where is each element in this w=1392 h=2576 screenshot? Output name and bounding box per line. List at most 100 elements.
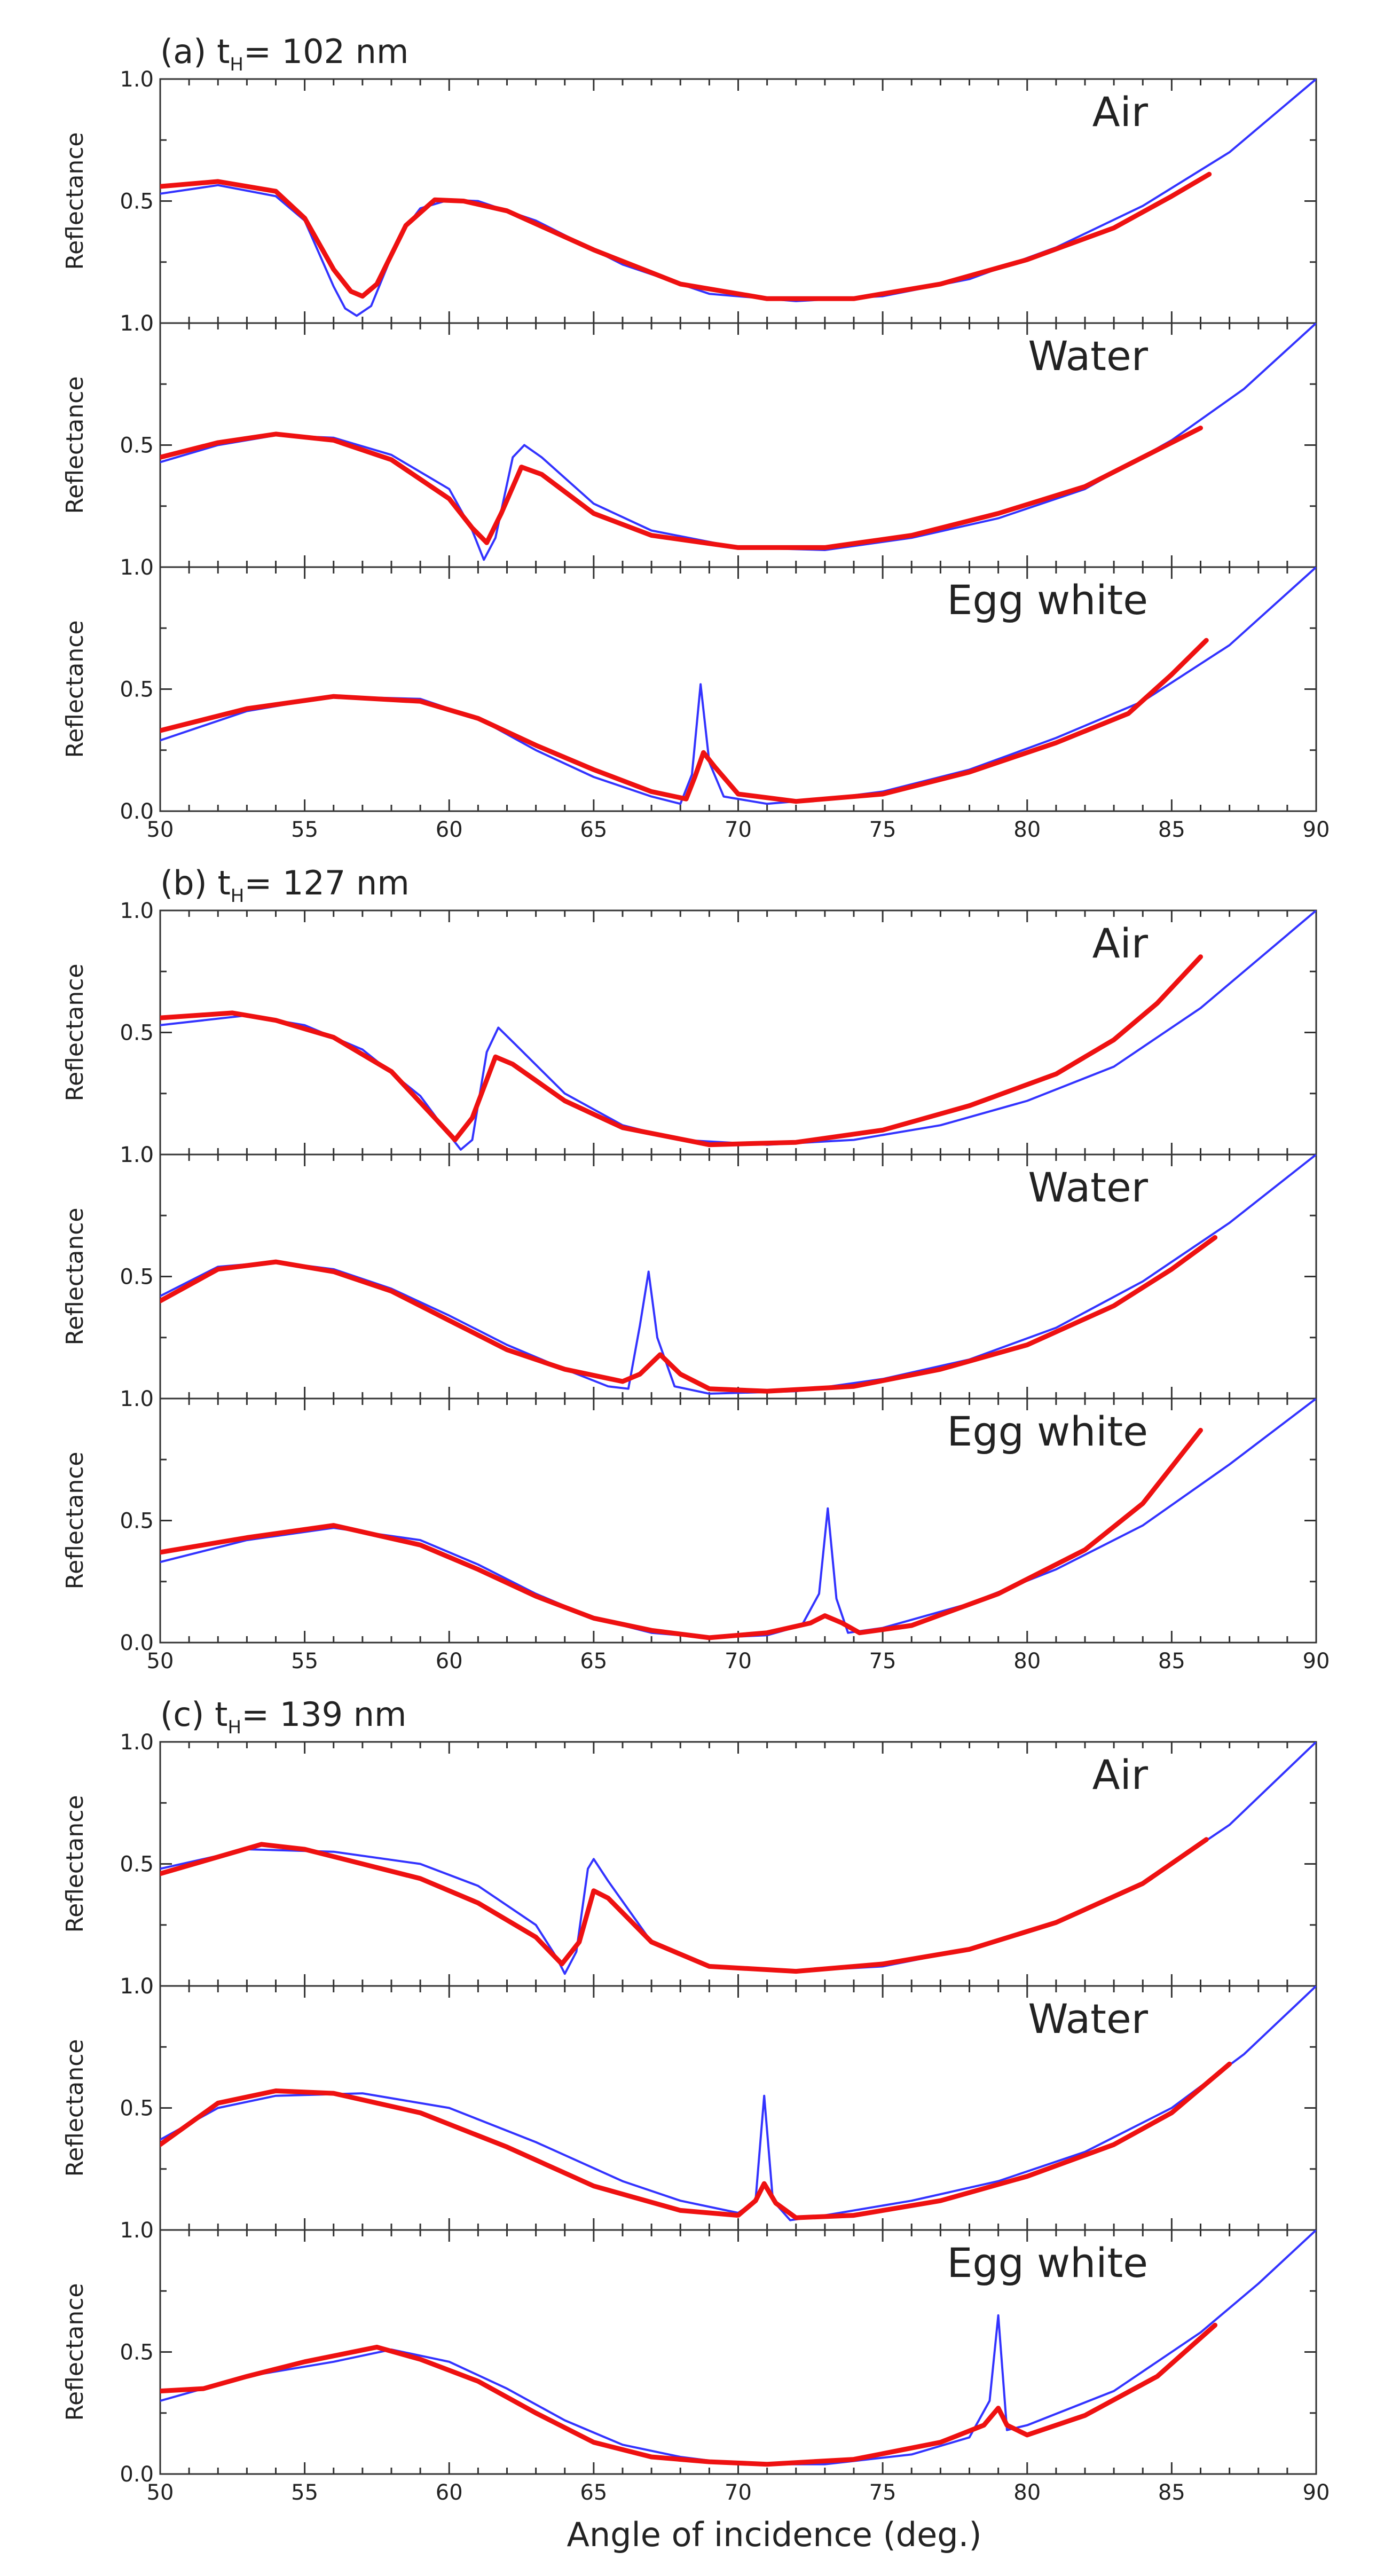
medium-label-egg-white: Egg white <box>947 1408 1148 1455</box>
panel-label: (c) tH= 139 nm <box>160 1695 406 1738</box>
x-axis-title: Angle of incidence (deg.) <box>567 2515 981 2554</box>
subplot-water: 1.0 0.5 Reflectance Water <box>61 1974 1317 2231</box>
x-tick-label: 55 <box>291 2480 318 2505</box>
series-group <box>160 567 1316 805</box>
x-tick-label: 65 <box>580 818 607 842</box>
medium-label-water: Water <box>1028 1995 1148 2043</box>
x-tick-label: 90 <box>1303 2480 1330 2505</box>
y-tick-label: 1.0 <box>120 2218 154 2243</box>
y-tick-label: 0.5 <box>120 434 154 458</box>
plot-area: (a) tH= 102 nm1.00.51.0ReflectanceAir1.0… <box>61 32 1330 2505</box>
y-tick-label: 1.0 <box>120 1387 154 1411</box>
x-tick-label: 85 <box>1158 1649 1185 1674</box>
subplot-water: 1.0 0.5 Reflectance Water <box>61 311 1317 568</box>
y-tick-label: 0.5 <box>120 2341 154 2365</box>
subplot-air: 1.0 0.5 1.0 Reflectance Air <box>61 899 1317 1167</box>
y-axis-title: Reflectance <box>61 620 89 758</box>
y-tick-label: 0.5 <box>120 1852 154 1877</box>
series-group <box>160 1399 1316 1640</box>
x-tick-label: 50 <box>147 1649 174 1674</box>
x-tick-label: 70 <box>725 1649 752 1674</box>
series-line-measured <box>160 2061 1232 2220</box>
medium-label-air: Air <box>1092 920 1149 967</box>
panel-label-subscript: H <box>230 54 243 75</box>
x-tick-label: 70 <box>725 2480 752 2505</box>
y-tick-label: 1.0 <box>120 899 154 923</box>
series-group <box>160 910 1316 1151</box>
subplot-air: 1.0 0.5 1.0 Reflectance Air <box>61 1730 1317 1999</box>
y-axis-title: Reflectance <box>61 376 89 514</box>
x-tick-label: 90 <box>1303 1649 1330 1674</box>
medium-label-egg-white: Egg white <box>947 576 1148 624</box>
series-line-measured <box>160 1235 1218 1394</box>
panel-label-value: = 102 nm <box>243 32 408 71</box>
medium-label-air: Air <box>1092 1751 1149 1799</box>
y-axis-title: Reflectance <box>61 2283 89 2421</box>
subplot-egg-white: 1.0 0.5 0.0 Reflectance Egg white <box>61 2218 1317 2487</box>
y-tick-label: 1.0 <box>120 555 154 580</box>
x-tick-label: 90 <box>1303 818 1330 842</box>
medium-label-water: Water <box>1028 1164 1148 1211</box>
series-group <box>160 1986 1316 2221</box>
y-tick-label: 0.0 <box>120 799 154 824</box>
series-group <box>160 323 1316 561</box>
y-tick-label: 1.0 <box>120 311 154 336</box>
series-line-measured <box>160 426 1203 550</box>
medium-label-water: Water <box>1028 332 1148 380</box>
x-tick-label: 70 <box>725 818 752 842</box>
series-group <box>160 1155 1316 1395</box>
y-tick-label: 1.0 <box>120 1143 154 1167</box>
series-line-measured <box>160 2322 1218 2467</box>
y-tick-label: 1.0 <box>120 67 154 92</box>
x-tick-label: 55 <box>291 1649 318 1674</box>
series-group <box>160 2230 1316 2467</box>
x-tick-label: 85 <box>1158 2480 1185 2505</box>
y-axis-title: Reflectance <box>61 1207 89 1345</box>
x-tick-label: 85 <box>1158 818 1185 842</box>
y-tick-label: 0.5 <box>120 678 154 702</box>
series-line-measured <box>160 638 1209 804</box>
panel-0: (a) tH= 102 nm1.00.51.0ReflectanceAir1.0… <box>61 32 1330 842</box>
panel-label: (a) tH= 102 nm <box>160 32 408 75</box>
series-line-theory <box>160 323 1316 561</box>
x-tick-label: 60 <box>436 1649 463 1674</box>
series-group <box>160 79 1316 317</box>
y-tick-label: 0.5 <box>120 1509 154 1534</box>
x-tick-label: 80 <box>1013 818 1041 842</box>
panel-2: (c) tH= 139 nm1.00.51.0ReflectanceAir1.0… <box>61 1695 1330 2505</box>
y-tick-label: 1.0 <box>120 1730 154 1755</box>
x-tick-label: 55 <box>291 818 318 842</box>
y-axis-title: Reflectance <box>61 1451 89 1589</box>
x-tick-label: 65 <box>580 1649 607 1674</box>
panel-label-subscript: H <box>231 885 245 907</box>
panel-label-prefix: (c) t <box>160 1695 227 1734</box>
panel-label-value: = 139 nm <box>241 1695 406 1734</box>
series-line-theory <box>160 2230 1316 2465</box>
subplot-water: 1.0 0.5 Reflectance Water <box>61 1143 1317 1400</box>
y-tick-label: 0.5 <box>120 2096 154 2121</box>
medium-label-egg-white: Egg white <box>947 2239 1148 2287</box>
y-tick-label: 0.0 <box>120 2462 154 2487</box>
panel-label-value: = 127 nm <box>244 863 409 902</box>
y-tick-label: 1.0 <box>120 1974 154 1999</box>
panel-label-prefix: (b) t <box>160 863 231 902</box>
x-tick-label: 60 <box>436 818 463 842</box>
subplot-air: 1.0 0.5 1.0 Reflectance Air <box>61 67 1317 336</box>
series-group <box>160 1742 1316 1975</box>
panel-label-subscript: H <box>227 1717 241 1738</box>
series-line-measured <box>160 954 1203 1148</box>
x-tick-label: 80 <box>1013 2480 1041 2505</box>
y-tick-label: 0.5 <box>120 1265 154 1290</box>
x-tick-label: 80 <box>1013 1649 1041 1674</box>
y-axis-title: Reflectance <box>61 132 89 270</box>
x-tick-label: 50 <box>147 818 174 842</box>
y-tick-label: 0.5 <box>120 1021 154 1046</box>
series-line-theory <box>160 1986 1316 2221</box>
series-line-measured <box>160 1837 1209 1974</box>
x-tick-label: 75 <box>869 2480 896 2505</box>
x-tick-label: 75 <box>869 1649 896 1674</box>
series-line-measured <box>160 171 1212 301</box>
panel-label-prefix: (a) t <box>160 32 230 71</box>
y-axis-title: Reflectance <box>61 963 89 1101</box>
